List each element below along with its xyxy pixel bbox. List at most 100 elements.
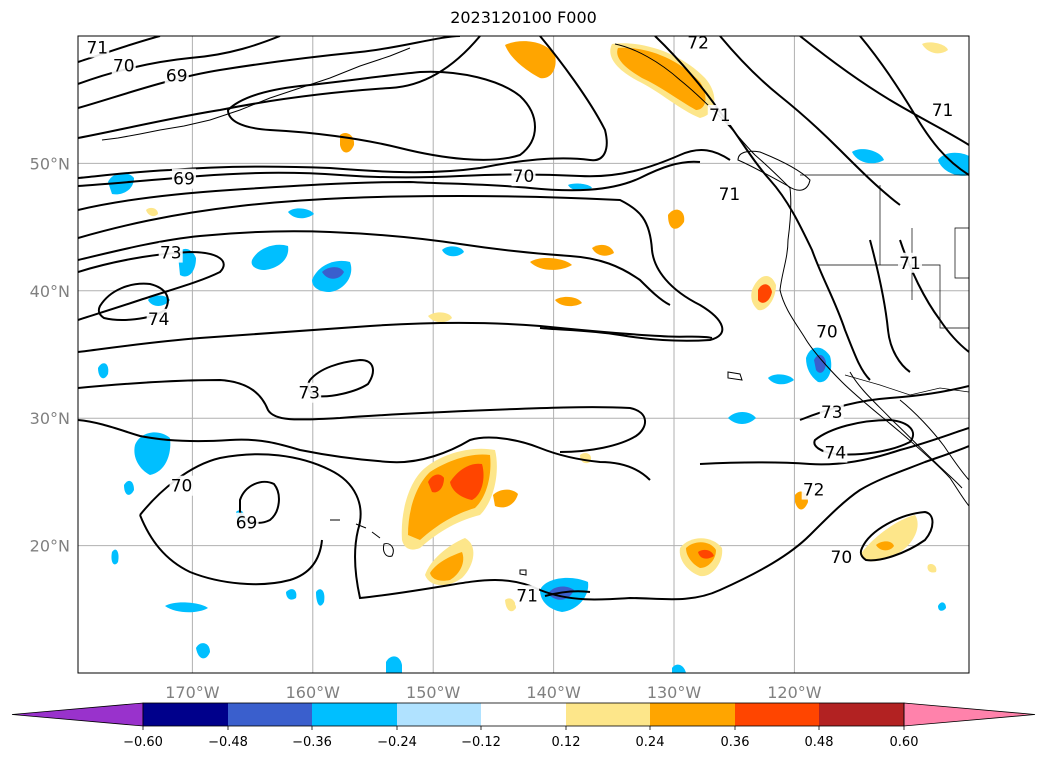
contour-69-south <box>78 148 731 187</box>
warm-anomaly-south-central-core <box>430 552 464 581</box>
cool-anomaly-spot-5 <box>768 374 794 385</box>
contour-71-mid <box>78 419 651 481</box>
colorbar-swatch <box>228 703 312 726</box>
colorbar-tick-label: −0.24 <box>377 735 417 750</box>
cool-anomaly-176w-24n <box>124 480 134 495</box>
contour-low-gulf <box>226 70 536 161</box>
svg-text:73: 73 <box>821 403 843 423</box>
cool-anomaly-spot-14 <box>286 589 297 600</box>
cool-anomaly-spot-2 <box>288 208 314 219</box>
contour-73-mid <box>78 322 713 353</box>
contour-72-east <box>699 427 969 466</box>
warm-anomaly-coast-40n-core <box>758 284 772 303</box>
small-island-1 <box>727 371 743 381</box>
contour-label: 71 <box>898 252 923 274</box>
svg-text:72: 72 <box>803 481 825 501</box>
contour-73 <box>78 250 225 321</box>
svg-text:70: 70 <box>113 56 135 76</box>
svg-text:70: 70 <box>816 323 838 343</box>
cool-anomaly-spot-7 <box>196 643 210 659</box>
contour-label: 70 <box>814 321 839 343</box>
warm-anomaly-116w-20n-core <box>876 541 894 551</box>
cool-anomaly-coast-34n-core <box>814 354 826 373</box>
warm-anomaly-central-pacific-peak <box>450 463 484 500</box>
contour-70-east-ring <box>859 510 934 562</box>
cool-anomaly-spot-1 <box>442 246 464 257</box>
contour-label: 71 <box>707 104 732 126</box>
warm-anomaly-gulf-of-alaska <box>505 41 556 79</box>
lat-tick-label: 30°N <box>30 409 70 428</box>
warm-anomaly-central-pacific-peak-2 <box>428 474 444 493</box>
state-border-1 <box>800 174 969 329</box>
warm-anomaly-spot-11 <box>927 563 937 573</box>
cool-anomaly-165w-42n <box>251 244 289 270</box>
contour-72-coast <box>719 36 901 206</box>
warm-anomaly-spot-2 <box>668 209 685 229</box>
colorbar-tick-label: 0.60 <box>890 735 919 750</box>
contour-label: 70 <box>829 547 854 568</box>
cool-anomaly-spot-12 <box>98 363 109 379</box>
colorbar-swatch <box>650 703 735 726</box>
contour-label: 71 <box>717 183 742 205</box>
colorbar-frame <box>142 702 905 727</box>
baja-california-coast <box>849 371 963 489</box>
warm-anomaly-alaska-coast-core <box>617 47 706 110</box>
svg-text:73: 73 <box>160 244 182 264</box>
lon-tick-label: 160°W <box>286 683 341 702</box>
lon-tick-label: 130°W <box>647 683 702 702</box>
contour-72 <box>78 230 671 306</box>
lat-tick-label: 50°N <box>30 154 70 173</box>
svg-text:74: 74 <box>148 310 170 330</box>
cool-anomaly-spot-6 <box>165 602 208 613</box>
contour-label: 71 <box>930 99 955 121</box>
colorbar-tick-label: 0.24 <box>636 735 665 750</box>
hawaii-islands <box>330 519 394 557</box>
colorbar-swatch <box>481 703 566 726</box>
cool-anomaly-spot-16 <box>938 602 946 611</box>
colorbar-tick-label: 0.48 <box>805 735 834 750</box>
colorbar-extend-low <box>11 702 144 727</box>
warm-anomaly-130w-20n-peak <box>698 549 714 559</box>
contour-71 <box>78 194 724 342</box>
lat-tick-label: 20°N <box>30 537 70 556</box>
contour-label: 73 <box>819 401 844 423</box>
colorbar-tick-label: −0.12 <box>461 735 501 750</box>
warm-anomaly-spot-5 <box>555 296 582 307</box>
svg-text:71: 71 <box>719 185 741 205</box>
contour-label: 70 <box>511 166 536 187</box>
contour-label: 72 <box>801 479 826 501</box>
contour-gulf-outer <box>78 36 608 179</box>
svg-text:69: 69 <box>236 514 258 534</box>
colorbar: −0.60 −0.48 −0.36 −0.24 −0.12 0.12 0.24 0.36 0.4… <box>11 702 1036 750</box>
contour-label: 69 <box>171 168 196 190</box>
map-title: 2023120100 F000 <box>450 8 597 27</box>
contour-label: 72 <box>686 36 711 53</box>
contour-70-west <box>139 514 323 586</box>
svg-text:71: 71 <box>516 586 538 606</box>
cool-anomaly-175w-48n <box>108 173 134 195</box>
contour-label: 69 <box>164 65 189 86</box>
contour-71-sw <box>544 590 591 597</box>
warm-anomaly-spot-4 <box>592 244 614 256</box>
contour-north-3 <box>78 36 461 109</box>
svg-text:74: 74 <box>825 444 847 464</box>
contour-70 <box>78 160 701 211</box>
contour-lines <box>78 36 969 601</box>
aleutian-islands <box>101 47 411 141</box>
cool-anomaly-spot-8 <box>386 656 402 673</box>
svg-text:69: 69 <box>166 66 188 86</box>
lat-tick-label: 40°N <box>30 282 70 301</box>
colorbar-tick-label: −0.36 <box>292 735 332 750</box>
svg-text:70: 70 <box>513 167 535 187</box>
lon-tick-label: 150°W <box>406 683 461 702</box>
contour-label: 74 <box>146 308 171 330</box>
colorbar-extend-high <box>903 702 1036 727</box>
colorbar-tick-label: −0.48 <box>208 735 248 750</box>
warm-anomaly-spot-9 <box>505 598 516 612</box>
svg-text:73: 73 <box>298 384 320 404</box>
mainland-mexico-coast <box>899 399 969 481</box>
cool-anomaly-spot-17 <box>111 549 119 565</box>
warm-anomaly-east-central <box>493 489 518 508</box>
